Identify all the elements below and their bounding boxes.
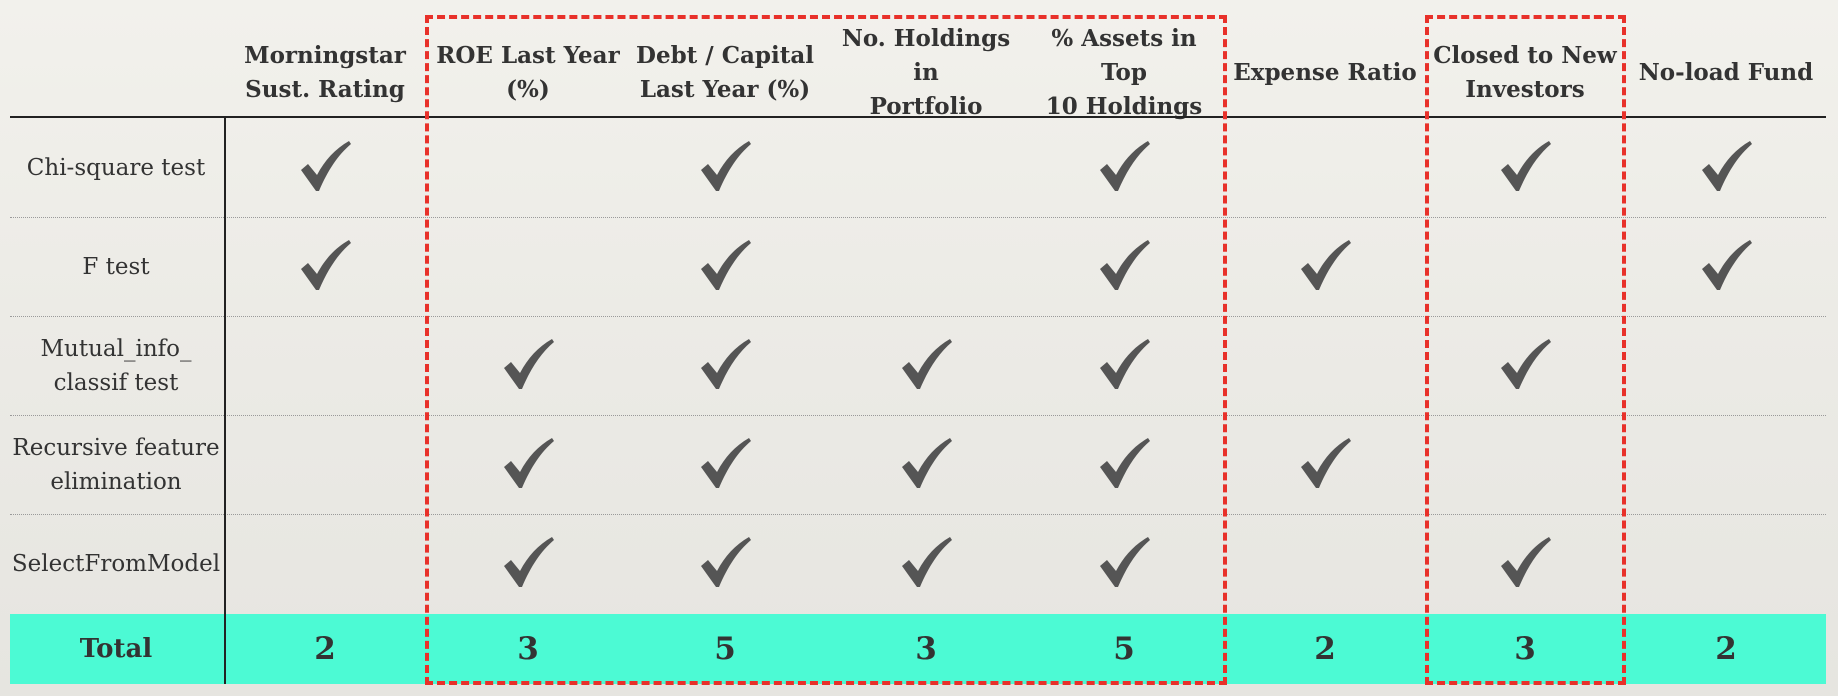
row-label-mutual-info: Mutual_info_ classif test	[40, 335, 192, 396]
check-icon	[697, 239, 753, 295]
total-value: 3	[915, 631, 937, 667]
row-label-f-test: F test	[82, 253, 150, 280]
label-column-rule	[224, 118, 226, 684]
check-icon	[1096, 437, 1152, 493]
total-label: Total	[79, 634, 153, 664]
check-icon	[1497, 338, 1553, 394]
column-header-morningstar-rating: Morningstar Sust. Rating	[244, 42, 406, 103]
check-icon	[1096, 536, 1152, 592]
row-divider	[10, 514, 1826, 515]
check-icon	[500, 536, 556, 592]
check-icon	[898, 536, 954, 592]
check-icon	[1096, 338, 1152, 394]
check-icon	[697, 536, 753, 592]
total-value: 2	[314, 631, 336, 667]
total-value: 5	[714, 631, 736, 667]
column-header-no-load-fund: No-load Fund	[1638, 59, 1814, 86]
check-icon	[1497, 536, 1553, 592]
check-icon	[1096, 239, 1152, 295]
highlight-box-financial-metrics	[425, 15, 1227, 685]
check-icon	[1297, 437, 1353, 493]
highlight-box-closed-to-new-investors	[1425, 15, 1626, 685]
total-value: 3	[1514, 631, 1536, 667]
total-value: 5	[1113, 631, 1135, 667]
row-label-recursive-feature-elimination: Recursive feature elimination	[12, 434, 220, 495]
total-value: 2	[1314, 631, 1336, 667]
row-label-select-from-model: SelectFromModel	[11, 550, 221, 577]
check-icon	[697, 437, 753, 493]
check-icon	[500, 437, 556, 493]
check-icon	[697, 338, 753, 394]
column-header-debt-capital: Debt / Capital Last Year (%)	[636, 42, 814, 103]
column-header-roe-last-year: ROE Last Year (%)	[436, 42, 620, 103]
check-icon	[697, 140, 753, 196]
check-icon	[1497, 140, 1553, 196]
row-label-chi-square: Chi-square test	[26, 154, 206, 181]
check-icon	[898, 338, 954, 394]
column-header-closed-to-new-investors: Closed to New Investors	[1433, 42, 1617, 103]
row-divider	[10, 217, 1826, 218]
check-icon	[898, 437, 954, 493]
row-divider	[10, 415, 1826, 416]
check-icon	[500, 338, 556, 394]
check-icon	[1698, 239, 1754, 295]
row-divider	[10, 316, 1826, 317]
total-value: 2	[1715, 631, 1737, 667]
check-icon	[1698, 140, 1754, 196]
total-row-band	[10, 614, 1826, 684]
check-icon	[297, 140, 353, 196]
column-header-expense-ratio: Expense Ratio	[1233, 59, 1417, 86]
total-value: 3	[517, 631, 539, 667]
header-rule	[10, 116, 1826, 118]
check-icon	[1096, 140, 1152, 196]
check-icon	[1297, 239, 1353, 295]
check-icon	[297, 239, 353, 295]
